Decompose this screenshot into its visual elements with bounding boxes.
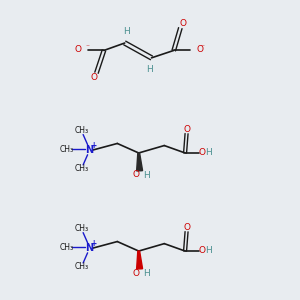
Text: O: O (196, 45, 203, 54)
Text: CH₃: CH₃ (60, 243, 74, 252)
Text: +: + (90, 239, 97, 248)
Text: H: H (147, 65, 153, 74)
Text: O: O (133, 268, 140, 278)
Text: H: H (143, 171, 149, 180)
Text: CH₃: CH₃ (75, 126, 89, 135)
Text: H: H (143, 269, 149, 278)
Text: H: H (206, 148, 212, 157)
Text: O: O (75, 45, 82, 54)
Text: O: O (199, 246, 206, 255)
Text: O: O (199, 148, 206, 157)
Text: CH₃: CH₃ (75, 164, 89, 173)
Text: O: O (184, 224, 191, 232)
Polygon shape (136, 251, 142, 269)
Text: O: O (184, 125, 191, 134)
Text: CH₃: CH₃ (75, 224, 89, 233)
Text: CH₃: CH₃ (60, 145, 74, 154)
Text: +: + (90, 141, 97, 150)
Text: ⁻: ⁻ (86, 42, 90, 51)
Text: H: H (206, 246, 212, 255)
Text: ⁻: ⁻ (200, 42, 204, 51)
Polygon shape (136, 153, 142, 171)
Text: O: O (180, 19, 187, 28)
Text: H: H (123, 27, 130, 36)
Text: O: O (133, 170, 140, 179)
Text: O: O (90, 73, 97, 82)
Text: N: N (85, 243, 93, 253)
Text: CH₃: CH₃ (75, 262, 89, 271)
Text: N: N (85, 145, 93, 155)
